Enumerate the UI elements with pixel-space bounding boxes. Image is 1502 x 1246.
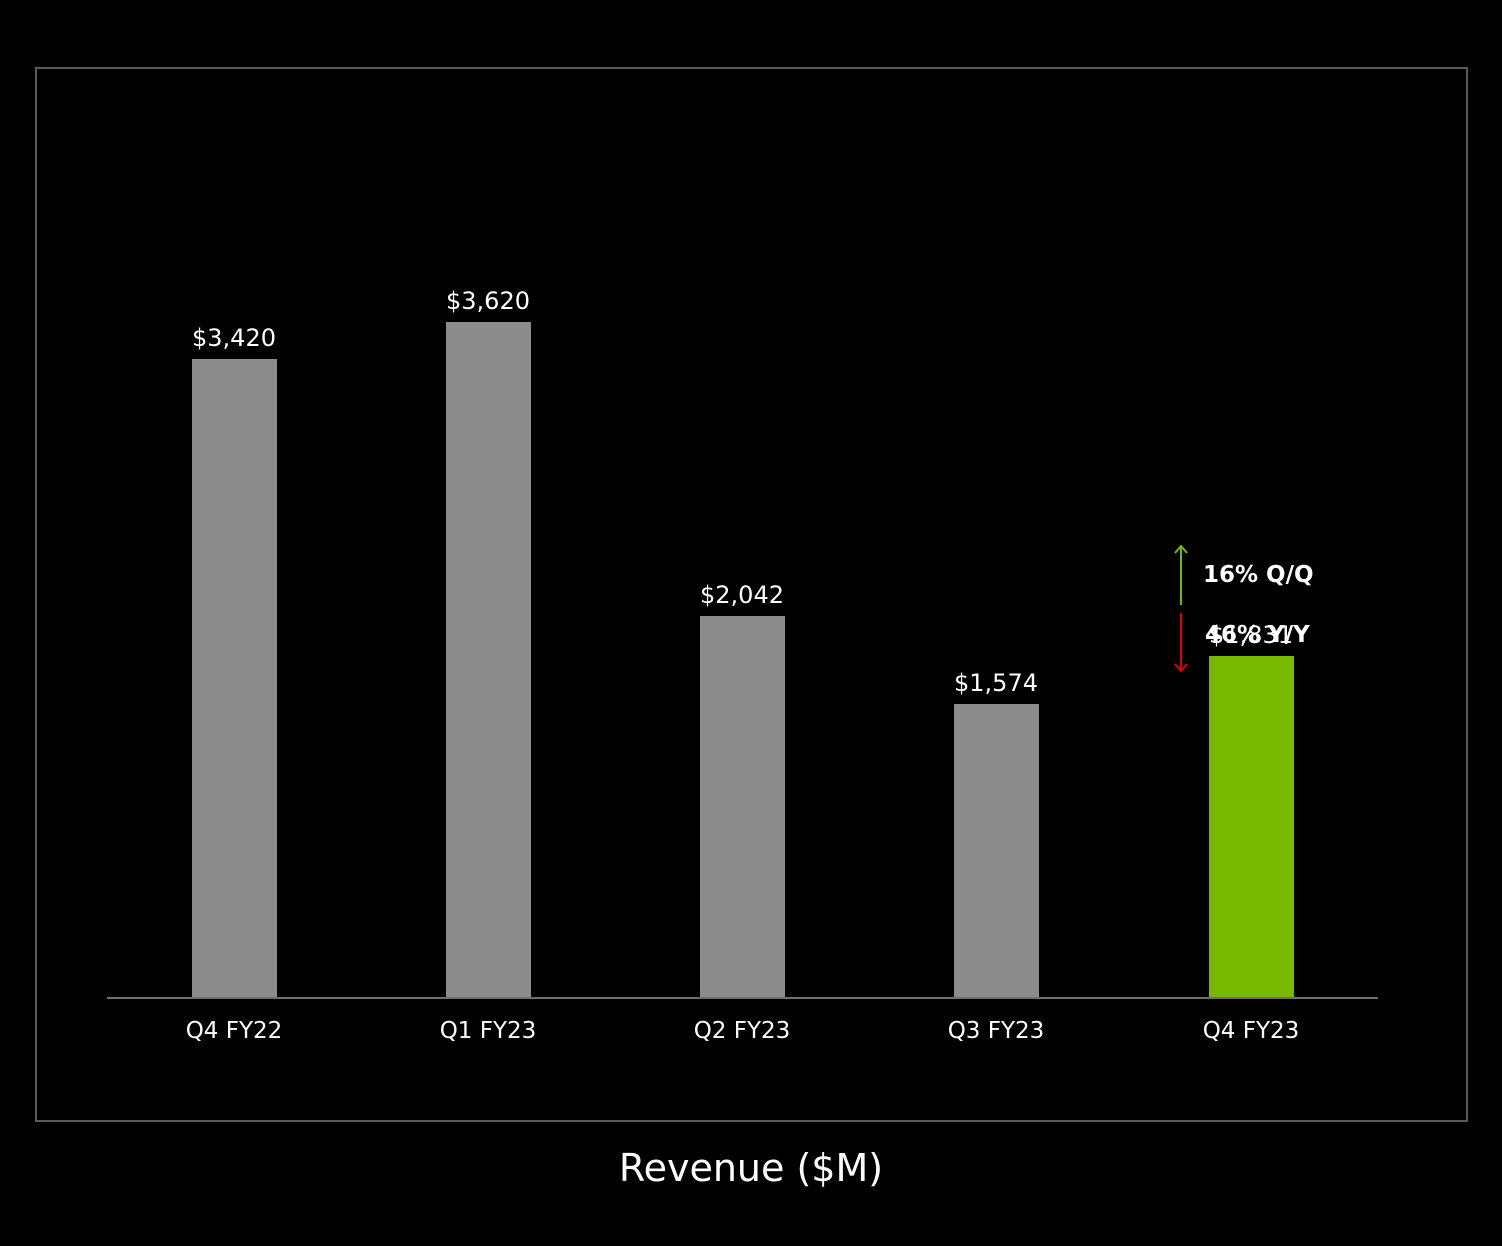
x-tick-label: Q3 FY23 (947, 1018, 1045, 1044)
bar-value-label: $2,042 (700, 581, 784, 609)
x-axis-line (107, 997, 1378, 999)
arrow-down-icon (1174, 613, 1188, 673)
qq-change-label: 16% Q/Q (1203, 562, 1314, 588)
x-tick-label: Q4 FY22 (185, 1018, 283, 1044)
bar-q4-fy23 (1208, 656, 1294, 998)
yy-change-label: 46% Y/Y (1205, 622, 1310, 648)
bar-value-label: $1,574 (954, 669, 1038, 697)
bar-q4-fy22 (191, 359, 277, 998)
bar-q1-fy23 (445, 322, 531, 998)
x-tick-label: Q2 FY23 (693, 1018, 791, 1044)
bar-q3-fy23 (953, 704, 1039, 998)
bar-q2-fy23 (699, 616, 785, 998)
bar-value-label: $3,620 (446, 287, 530, 315)
x-tick-label: Q4 FY23 (1202, 1018, 1300, 1044)
bar-value-label: $1,831 (1209, 621, 1293, 649)
chart-frame (35, 67, 1468, 1122)
bar-value-label: $3,420 (192, 324, 276, 352)
x-tick-label: Q1 FY23 (439, 1018, 537, 1044)
arrow-up-icon (1174, 544, 1188, 605)
chart-title: Revenue ($M) (618, 1146, 884, 1190)
